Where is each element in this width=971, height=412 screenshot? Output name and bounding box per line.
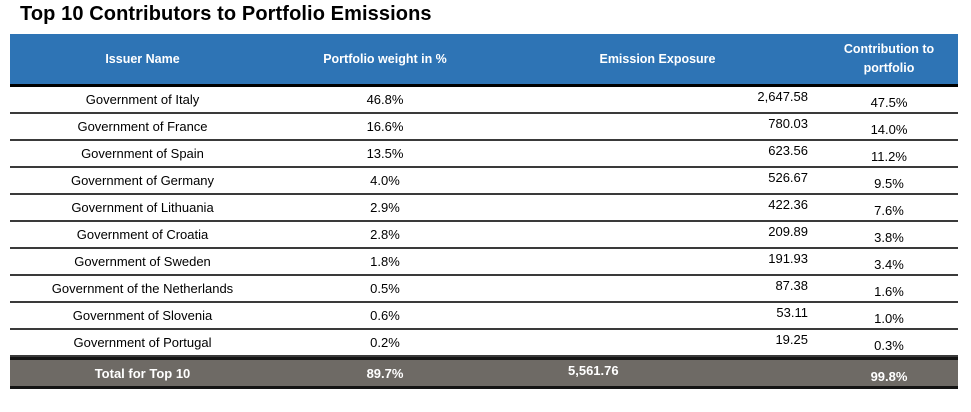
total-contribution-cell: 99.8% (870, 368, 908, 384)
portfolio-weight-cell: 2.8% (370, 227, 400, 242)
emission-exposure-cell: 53.11 (776, 305, 808, 320)
emission-exposure-cell: 422.36 (768, 197, 808, 212)
portfolio-weight-cell: 1.8% (370, 254, 400, 269)
contribution-cell: 1.0% (874, 311, 904, 326)
contribution-cell: 3.4% (874, 257, 904, 272)
portfolio-weight-cell: 2.9% (370, 200, 400, 215)
issuer-name-cell: Government of Lithuania (71, 200, 214, 215)
portfolio-weight-cell: 16.6% (366, 119, 404, 134)
contribution-cell: 0.3% (874, 338, 904, 353)
portfolio-weight-cell: 4.0% (370, 173, 400, 188)
emission-exposure-cell: 526.67 (768, 170, 808, 185)
emission-exposure-cell: 209.89 (768, 224, 808, 239)
emission-exposure-cell: 87.38 (775, 278, 808, 293)
portfolio-weight-cell: 0.2% (370, 335, 400, 350)
issuer-name-cell: Government of Italy (85, 92, 200, 107)
column-header-emission-exposure: Emission Exposure (599, 51, 716, 66)
table-row: Government of Lithuania 2.9% 422.36 7.6% (10, 195, 958, 222)
contribution-cell: 3.8% (874, 230, 904, 245)
page-title: Top 10 Contributors to Portfolio Emissio… (20, 3, 432, 25)
emission-exposure-cell: 623.56 (768, 143, 808, 158)
portfolio-weight-cell: 0.6% (370, 308, 400, 323)
contribution-cell: 14.0% (870, 122, 908, 137)
issuer-name-cell: Government of Sweden (74, 254, 211, 269)
table-row: Government of Italy 46.8% 2,647.58 47.5% (10, 87, 958, 114)
total-emission-cell: 5,561.76 (568, 362, 619, 378)
emission-exposure-cell: 191.93 (768, 251, 808, 266)
issuer-name-cell: Government of Germany (70, 173, 215, 188)
contribution-cell: 7.6% (874, 203, 904, 218)
issuer-name-cell: Government of Slovenia (72, 308, 213, 323)
table-total-row: Total for Top 10 89.7% 5,561.76 99.8% (10, 357, 958, 389)
column-header-portfolio-weight: Portfolio weight in % (323, 51, 447, 66)
issuer-name-cell: Government of the Netherlands (51, 281, 234, 296)
portfolio-weight-cell: 13.5% (366, 146, 404, 161)
issuer-name-cell: Government of France (77, 119, 208, 134)
total-weight-cell: 89.7% (366, 365, 404, 381)
portfolio-weight-cell: 46.8% (366, 92, 404, 107)
total-label-cell: Total for Top 10 (94, 365, 191, 381)
emissions-table: Issuer Name Portfolio weight in % Emissi… (10, 34, 958, 389)
table-row: Government of Slovenia 0.6% 53.11 1.0% (10, 303, 958, 330)
table-row: Government of Spain 13.5% 623.56 11.2% (10, 141, 958, 168)
issuer-name-cell: Government of Croatia (76, 227, 209, 242)
emission-exposure-cell: 2,647.58 (757, 89, 808, 104)
issuer-name-cell: Government of Spain (81, 146, 204, 161)
portfolio-weight-cell: 0.5% (370, 281, 400, 296)
contribution-cell: 9.5% (874, 176, 904, 191)
emission-exposure-cell: 19.25 (775, 332, 808, 347)
table-row: Government of Croatia 2.8% 209.89 3.8% (10, 222, 958, 249)
contribution-cell: 11.2% (871, 149, 907, 164)
table-row: Government of Germany 4.0% 526.67 9.5% (10, 168, 958, 195)
table-row: Government of Sweden 1.8% 191.93 3.4% (10, 249, 958, 276)
contribution-cell: 1.6% (874, 284, 904, 299)
contribution-cell: 47.5% (870, 95, 908, 110)
issuer-name-cell: Government of Portugal (73, 335, 212, 350)
column-header-issuer-name: Issuer Name (105, 51, 180, 66)
emission-exposure-cell: 780.03 (768, 116, 808, 131)
table-row: Government of France 16.6% 780.03 14.0% (10, 114, 958, 141)
table-row: Government of the Netherlands 0.5% 87.38… (10, 276, 958, 303)
table-row: Government of Portugal 0.2% 19.25 0.3% (10, 330, 958, 357)
column-header-contribution: Contribution to portfolio (843, 42, 935, 75)
table-header-row: Issuer Name Portfolio weight in % Emissi… (10, 34, 958, 87)
